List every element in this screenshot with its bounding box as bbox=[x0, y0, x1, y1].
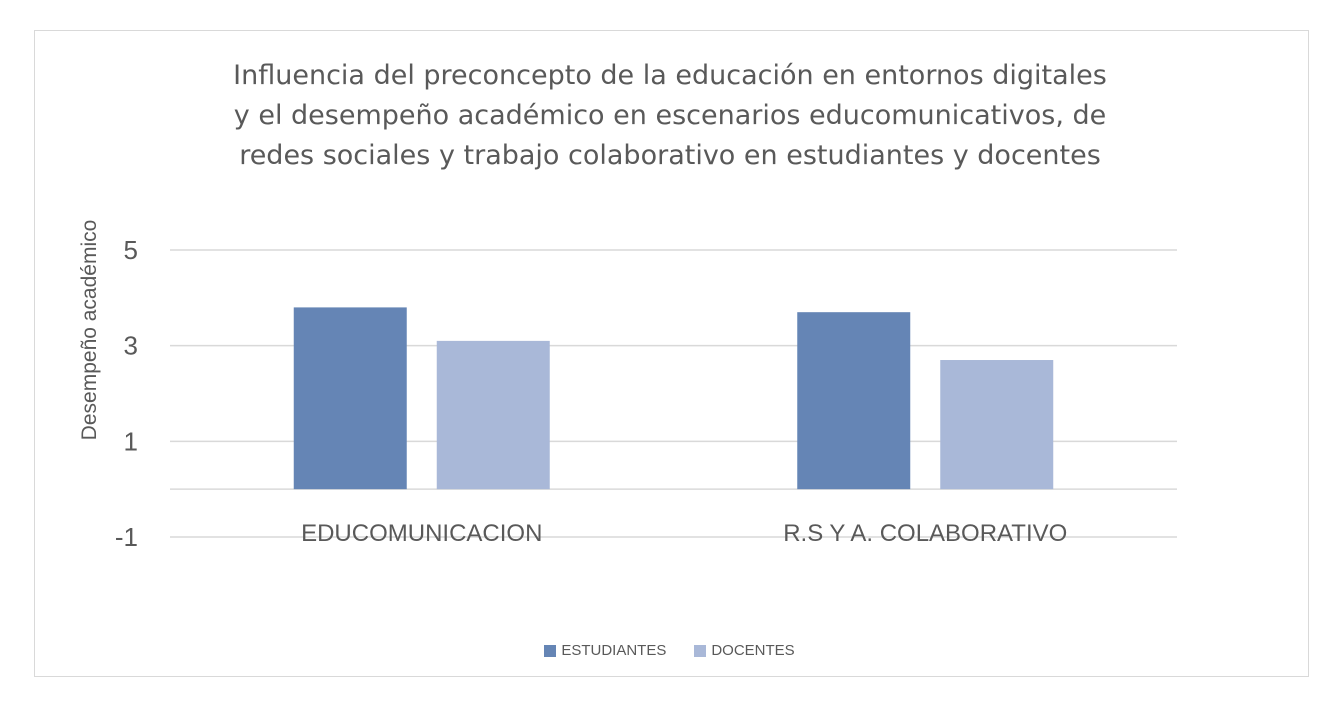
chart-title-line-1: Influencia del preconcepto de la educaci… bbox=[233, 60, 1107, 91]
bar-docentes-1 bbox=[436, 340, 550, 490]
legend-item-estudiantes: ESTUDIANTES bbox=[544, 642, 666, 659]
chart-frame bbox=[34, 30, 1309, 677]
y-tick-label: 5 bbox=[124, 235, 138, 265]
chart-title-line-2: y el desempeño académico en escenarios e… bbox=[233, 100, 1107, 131]
chart-legend: ESTUDIANTES DOCENTES bbox=[0, 642, 1339, 659]
y-tick-label: 1 bbox=[124, 426, 138, 456]
legend-item-docentes: DOCENTES bbox=[694, 642, 795, 659]
bar-docentes-2 bbox=[940, 360, 1054, 490]
legend-swatch-docentes bbox=[694, 644, 707, 657]
y-tick-label: -1 bbox=[115, 522, 138, 552]
legend-label-docentes: DOCENTES bbox=[711, 642, 795, 659]
y-axis-title: Desempeño académico bbox=[78, 220, 101, 441]
x-category-label: EDUCOMUNICACION bbox=[301, 520, 542, 547]
legend-swatch-estudiantes bbox=[544, 644, 557, 657]
bar-estudiantes-1 bbox=[293, 307, 407, 490]
chart-title-line-3: redes sociales y trabajo colaborativo en… bbox=[239, 140, 1101, 171]
bar-estudiantes-2 bbox=[797, 312, 911, 490]
legend-label-estudiantes: ESTUDIANTES bbox=[561, 642, 667, 659]
y-tick-label: 3 bbox=[124, 331, 138, 361]
chart-title: Influencia del preconcepto de la educaci… bbox=[140, 56, 1200, 176]
x-category-label: R.S Y A. COLABORATIVO bbox=[783, 520, 1067, 547]
